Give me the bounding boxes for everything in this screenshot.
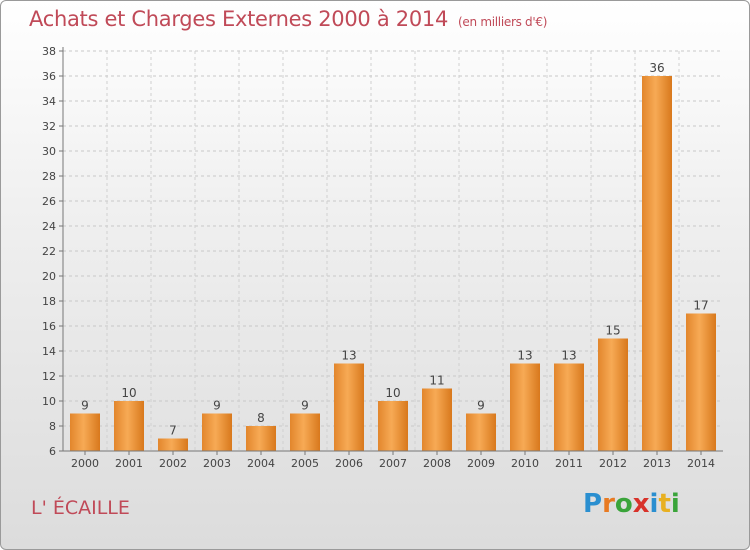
x-tick-label: 2004	[247, 457, 275, 470]
x-tick-label: 2008	[423, 457, 451, 470]
x-tick-label: 2000	[71, 457, 99, 470]
chart-title-text: Achats et Charges Externes 2000 à 2014	[29, 7, 449, 31]
data-label: 36	[649, 61, 664, 75]
y-tick-label: 6	[49, 445, 56, 458]
y-tick-label: 34	[42, 95, 56, 108]
bar	[246, 426, 276, 451]
bar	[378, 401, 408, 451]
y-tick-label: 14	[42, 345, 56, 358]
logo-letter: i	[670, 489, 680, 519]
bar	[70, 413, 100, 451]
logo-letter: i	[649, 489, 659, 519]
bar	[334, 363, 364, 451]
bars: 9 10 7 9 8 9 13 10 11 9 13 13 15 36 17	[70, 61, 716, 451]
logo-letter: r	[602, 489, 615, 519]
x-tick-label: 2013	[643, 457, 671, 470]
data-label: 11	[429, 374, 444, 388]
data-label: 9	[301, 399, 309, 413]
chart-unit-note: (en milliers d'€)	[458, 15, 548, 29]
data-label: 10	[121, 386, 136, 400]
x-tick-label: 2003	[203, 457, 231, 470]
y-tick-label: 28	[42, 170, 56, 183]
y-tick-label: 30	[42, 145, 56, 158]
y-tick-label: 36	[42, 70, 56, 83]
y-tick-label: 26	[42, 195, 56, 208]
commune-name: L' ÉCAILLE	[31, 497, 130, 519]
data-label: 9	[81, 399, 89, 413]
y-tick-label: 8	[49, 420, 56, 433]
bar	[686, 313, 716, 451]
x-tick-label: 2009	[467, 457, 495, 470]
data-label: 17	[693, 299, 708, 313]
bar	[554, 363, 584, 451]
x-tick-label: 2014	[687, 457, 715, 470]
bar	[466, 413, 496, 451]
bar	[158, 438, 188, 451]
bar	[202, 413, 232, 451]
y-tick-label: 38	[42, 45, 56, 58]
x-tick-label: 2005	[291, 457, 319, 470]
y-tick-label: 20	[42, 270, 56, 283]
bar	[290, 413, 320, 451]
logo-letter: x	[632, 489, 650, 519]
x-tick-label: 2010	[511, 457, 539, 470]
proxiti-logo: Proxiti	[583, 489, 680, 519]
chart-title: Achats et Charges Externes 2000 à 2014 (e…	[29, 7, 547, 31]
y-tick-label: 24	[42, 220, 56, 233]
data-label: 13	[517, 349, 532, 363]
logo-letter: o	[614, 489, 633, 519]
data-label: 13	[341, 349, 356, 363]
y-tick-label: 32	[42, 120, 56, 133]
x-tick-label: 2002	[159, 457, 187, 470]
axes: 6 8 10 12 14 16 18 20 22 24 26 28 30 32 34 36 38 2000 2001…	[42, 45, 723, 470]
x-tick-label: 2012	[599, 457, 627, 470]
bar	[114, 401, 144, 451]
x-tick-label: 2007	[379, 457, 407, 470]
y-tick-label: 16	[42, 320, 56, 333]
data-label: 13	[561, 349, 576, 363]
logo-letter: t	[658, 489, 671, 519]
data-label: 10	[385, 386, 400, 400]
bar	[510, 363, 540, 451]
data-label: 7	[169, 424, 177, 438]
x-tick-label: 2011	[555, 457, 583, 470]
data-label: 8	[257, 411, 265, 425]
y-tick-label: 10	[42, 395, 56, 408]
data-label: 9	[477, 399, 485, 413]
data-label: 9	[213, 399, 221, 413]
x-tick-label: 2001	[115, 457, 143, 470]
x-tick-label: 2006	[335, 457, 363, 470]
bar	[642, 76, 672, 451]
y-tick-label: 18	[42, 295, 56, 308]
logo-letter: P	[583, 489, 603, 519]
y-tick-label: 12	[42, 370, 56, 383]
y-tick-label: 22	[42, 245, 56, 258]
bar	[598, 338, 628, 451]
bar	[422, 388, 452, 451]
data-label: 15	[605, 324, 620, 338]
